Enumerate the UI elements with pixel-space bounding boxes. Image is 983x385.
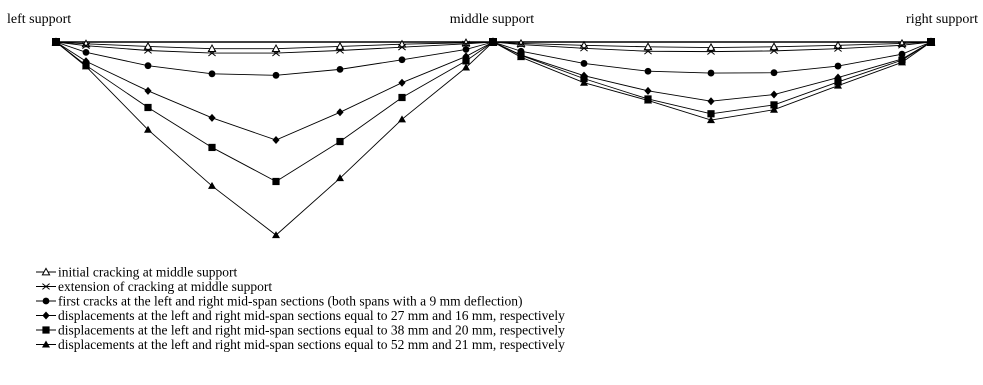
series-5-left-point-2 [144, 103, 152, 112]
series-6-left-point-4 [272, 231, 280, 239]
series-2-right-point-1 [517, 41, 525, 48]
legend-item-2: extension of cracking at middle support [36, 279, 272, 294]
series-3-left-point-1 [82, 48, 90, 56]
legend-marker-filled-circle [42, 297, 50, 305]
legend-item-3: first cracks at the left and right mid-s… [36, 294, 523, 309]
legend-label: extension of cracking at middle support [58, 279, 272, 294]
series-2-right-point-2 [580, 45, 588, 52]
series-6-right-point-1 [517, 53, 525, 61]
legend-marker-open-triangle [41, 267, 51, 276]
series-4-right-point-5 [770, 90, 778, 99]
series-1-right-point-4 [706, 42, 716, 51]
series-4-right-point-3 [644, 86, 652, 95]
series-5-right-point-5 [770, 101, 778, 109]
legend-label: displacements at the left and right mid-… [58, 337, 565, 352]
series-3-right-point-4 [707, 69, 715, 77]
series-6-right-span-line [492, 41, 932, 121]
series-2-left-point-6 [398, 43, 406, 51]
series-2-left-point-4 [272, 49, 280, 57]
series-6-right-point-5 [770, 105, 778, 113]
right-support-label: right support [906, 12, 978, 27]
series-5-left-point-5 [336, 137, 344, 146]
legend-item-4: displacements at the left and right mid-… [36, 308, 565, 323]
series-2-right-point-7 [898, 42, 906, 49]
series-6-left-point-7 [462, 63, 470, 71]
series-3-right-point-6 [834, 62, 842, 70]
series-6-right-point-4 [707, 116, 715, 124]
series-5-left-point-6 [398, 93, 406, 102]
legend-item-6: displacements at the left and right mid-… [36, 337, 565, 352]
series-1-left-point-5 [335, 41, 345, 50]
series-3-left-point-4 [272, 71, 280, 79]
series-2-left-point-7 [462, 40, 470, 48]
legend: initial cracking at middle supportextens… [36, 265, 565, 352]
series-5-right-point-4 [707, 110, 715, 118]
series-3-right-point-5 [770, 69, 778, 77]
series-3-left-point-5 [336, 65, 344, 73]
series-5-left-point-7 [462, 57, 470, 65]
series-3-left-point-3 [208, 70, 216, 78]
series-3-right-point-7 [898, 50, 906, 58]
series-3-left-point-7 [462, 46, 470, 53]
series-6-left-point-5 [336, 174, 344, 182]
series-4-left-point-3 [208, 113, 216, 122]
series-4-left-point-2 [144, 86, 152, 95]
right-support-marker [927, 38, 935, 46]
legend-label: first cracks at the left and right mid-s… [58, 294, 523, 309]
legend-label: initial cracking at middle support [58, 265, 237, 280]
series-5-right-point-2 [580, 75, 588, 83]
series-6-left-point-1 [82, 62, 90, 70]
legend-marker-x [42, 283, 50, 290]
left-support-label: left support [7, 12, 71, 27]
series-6-left-point-6 [398, 115, 406, 123]
series-2-right-point-3 [644, 47, 652, 55]
series-1-left-point-4 [271, 44, 281, 53]
legend-item-1: initial cracking at middle support [36, 265, 237, 280]
legend-label: displacements at the left and right mid-… [58, 323, 565, 338]
series-2-left-point-3 [208, 49, 216, 57]
series-1-right-point-3 [643, 42, 653, 51]
series-1-left-point-2 [143, 41, 153, 50]
legend-marker-filled-diamond [42, 311, 50, 320]
middle-support-label: middle support [450, 12, 534, 27]
series-1-right-point-5 [769, 42, 779, 51]
series-3-right-point-2 [580, 60, 588, 67]
series-6-left-point-3 [208, 181, 216, 189]
series-4-left-point-4 [272, 136, 280, 145]
series-3-left-point-2 [144, 62, 152, 70]
series-5-left-point-3 [208, 143, 216, 152]
series-4-left-span-line [55, 41, 494, 141]
plot-area [51, 37, 936, 239]
series-4-left-point-5 [336, 108, 344, 117]
series-4-left-point-6 [398, 78, 406, 87]
legend-item-5: displacements at the left and right mid-… [36, 323, 565, 338]
series-5-left-span-line [55, 41, 494, 183]
series-2-right-point-6 [834, 45, 842, 52]
series-4-left-point-1 [82, 57, 90, 66]
series-1-left-point-3 [207, 44, 217, 53]
legend-marker-filled-square [42, 326, 50, 334]
legend-marker-filled-triangle [42, 340, 50, 348]
series-2-left-point-5 [336, 47, 344, 54]
series-3-right-point-3 [644, 67, 652, 75]
series-2-right-point-4 [707, 48, 715, 55]
series-3-left-point-6 [398, 56, 406, 64]
series-2-left-point-1 [82, 42, 90, 49]
series-6-left-point-2 [144, 125, 152, 133]
series-2-right-point-5 [770, 47, 778, 55]
legend-label: displacements at the left and right mid-… [58, 308, 565, 323]
series-2-left-point-2 [144, 47, 152, 54]
series-6-right-point-6 [834, 81, 842, 89]
series-5-left-point-4 [272, 177, 280, 186]
left-support-marker [52, 38, 60, 46]
series-4-right-point-4 [707, 97, 715, 106]
series-6-right-point-7 [898, 58, 906, 66]
series-6-right-point-2 [580, 78, 588, 86]
series-6-right-point-3 [644, 96, 652, 104]
middle-support-marker [489, 38, 497, 46]
